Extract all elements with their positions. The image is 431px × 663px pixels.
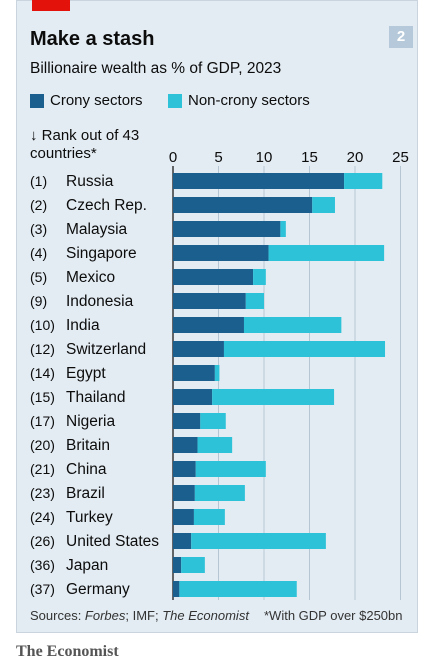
bar-non-crony — [214, 365, 220, 381]
rank-label: (36) — [30, 557, 55, 573]
rank-label: (20) — [30, 437, 55, 453]
bar-non-crony — [253, 269, 266, 285]
bar-crony — [173, 461, 196, 477]
bar-non-crony — [194, 485, 245, 501]
bar-crony — [173, 245, 269, 261]
bar-crony — [173, 557, 182, 573]
country-label: Brazil — [66, 485, 105, 502]
rank-label: (17) — [30, 413, 55, 429]
country-label: Russia — [66, 173, 114, 190]
legend-crony: Crony sectors — [30, 92, 143, 109]
legend-swatch-non-crony — [168, 93, 182, 108]
country-label: Malaysia — [66, 221, 128, 238]
bar-crony — [173, 389, 213, 405]
bar-crony — [173, 485, 195, 501]
rank-label: (4) — [30, 245, 47, 261]
chart-number-badge: 2 — [389, 26, 413, 48]
rank-label: (37) — [30, 581, 55, 597]
bar-non-crony — [344, 173, 383, 189]
bar-crony — [173, 533, 192, 549]
bar-crony — [173, 581, 180, 597]
legend-label-crony: Crony sectors — [50, 92, 143, 109]
rank-label: (14) — [30, 365, 55, 381]
rank-label: (1) — [30, 173, 47, 189]
sources-note: Sources: Forbes; IMF; The Economist — [30, 608, 249, 623]
rank-label: (23) — [30, 485, 55, 501]
rank-label: (26) — [30, 533, 55, 549]
legend-swatch-crony — [30, 93, 44, 108]
bar-crony — [173, 509, 194, 525]
rank-header: ↓ Rank out of 43 countries* — [30, 127, 140, 162]
bar-non-crony — [268, 245, 385, 261]
x-tick-label: 5 — [214, 149, 222, 166]
bar-non-crony — [179, 581, 297, 597]
country-label: Nigeria — [66, 413, 115, 430]
bar-crony — [173, 317, 244, 333]
bar-non-crony — [245, 293, 264, 309]
bar-non-crony — [191, 533, 326, 549]
chart-card — [16, 0, 418, 633]
rank-label: (21) — [30, 461, 55, 477]
footnote: *With GDP over $250bn — [264, 608, 403, 623]
bar-crony — [173, 269, 254, 285]
legend-non-crony: Non-crony sectors — [168, 92, 310, 109]
bar-crony — [173, 197, 313, 213]
country-label: Indonesia — [66, 293, 134, 310]
bar-crony — [173, 221, 281, 237]
country-label: Thailand — [66, 389, 125, 406]
bar-non-crony — [193, 509, 225, 525]
rank-label: (10) — [30, 317, 55, 333]
chart-subtitle: Billionaire wealth as % of GDP, 2023 — [30, 60, 282, 77]
bar-non-crony — [212, 389, 335, 405]
bar-non-crony — [181, 557, 205, 573]
bar-crony — [173, 413, 201, 429]
rank-label: (2) — [30, 197, 47, 213]
country-label: Turkey — [66, 509, 113, 526]
country-label: Japan — [66, 557, 108, 574]
country-label: Switzerland — [66, 341, 146, 358]
rank-label: (12) — [30, 341, 55, 357]
x-tick-label: 0 — [169, 149, 177, 166]
rank-label: (24) — [30, 509, 55, 525]
legend-label-non-crony: Non-crony sectors — [188, 92, 310, 109]
country-label: China — [66, 461, 107, 478]
x-tick-label: 15 — [301, 149, 318, 166]
bar-non-crony — [197, 437, 233, 453]
rank-label: (15) — [30, 389, 55, 405]
bar-non-crony — [243, 317, 342, 333]
country-label: United States — [66, 533, 159, 550]
bar-non-crony — [312, 197, 335, 213]
country-label: Mexico — [66, 269, 115, 286]
publisher-logo: The Economist — [16, 643, 119, 660]
bar-crony — [173, 341, 224, 357]
bar-non-crony — [280, 221, 286, 237]
bar-crony — [173, 437, 198, 453]
sources-economist: The Economist — [162, 608, 249, 623]
bar-crony — [173, 293, 246, 309]
country-label: Britain — [66, 437, 110, 454]
country-label: Czech Rep. — [66, 197, 147, 214]
country-label: Germany — [66, 581, 130, 598]
sources-prefix: Sources: — [30, 608, 85, 623]
bar-non-crony — [195, 461, 266, 477]
sources-forbes: Forbes — [84, 608, 126, 623]
bar-crony — [173, 365, 215, 381]
bar-non-crony — [200, 413, 226, 429]
rank-label: (9) — [30, 293, 47, 309]
bar-crony — [173, 173, 345, 189]
country-label: India — [66, 317, 100, 334]
x-tick-label: 25 — [392, 149, 409, 166]
bar-non-crony — [223, 341, 386, 357]
sources-middle: ; IMF; — [125, 608, 163, 623]
chart-title: Make a stash — [30, 28, 155, 50]
red-tag — [32, 0, 70, 11]
rank-label: (3) — [30, 221, 47, 237]
x-tick-label: 20 — [347, 149, 364, 166]
x-tick-label: 10 — [256, 149, 273, 166]
country-label: Egypt — [66, 365, 106, 382]
country-label: Singapore — [66, 245, 137, 262]
rank-label: (5) — [30, 269, 47, 285]
